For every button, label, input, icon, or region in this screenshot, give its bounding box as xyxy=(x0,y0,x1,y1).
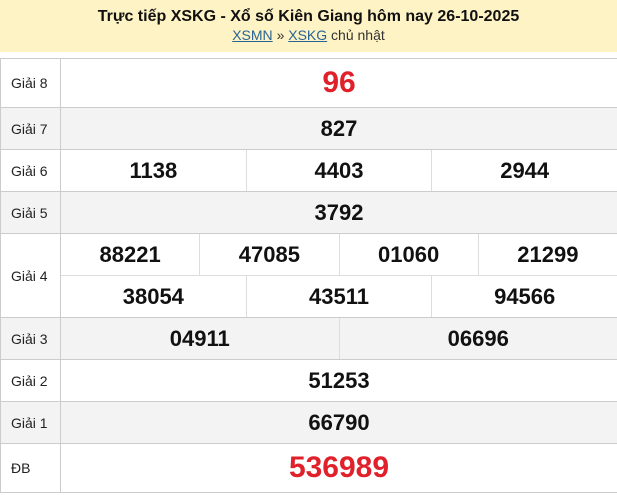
prize-number: 06696 xyxy=(338,318,617,359)
prize-line: 1138 4403 2944 xyxy=(61,150,617,191)
prize-label: Giải 7 xyxy=(0,108,61,149)
prize-row: Giải 3 04911 06696 xyxy=(0,318,617,360)
prize-line: 38054 43511 94566 xyxy=(61,275,617,317)
prize-number: 21299 xyxy=(477,234,617,275)
breadcrumb-link-xsmn[interactable]: XSMN xyxy=(232,27,273,43)
prize-values: 536989 xyxy=(61,444,617,492)
page-title: Trực tiếp XSKG - Xổ số Kiên Giang hôm na… xyxy=(97,8,520,25)
prize-number: 536989 xyxy=(288,451,390,484)
prize-row: Giải 4 88221 47085 01060 21299 38054 43511 9456… xyxy=(0,234,617,318)
prize-number: 94566 xyxy=(431,276,617,317)
prize-label: Giải 8 xyxy=(0,59,61,107)
prize-line: 04911 06696 xyxy=(61,318,617,359)
breadcrumb-separator: » xyxy=(276,27,285,43)
prize-number: 88221 xyxy=(99,241,161,267)
prize-values: 04911 06696 xyxy=(61,318,617,359)
prize-row: Giải 6 1138 4403 2944 xyxy=(0,150,617,192)
breadcrumb-link-xskg[interactable]: XSKG xyxy=(288,27,328,43)
prize-values: 51253 xyxy=(61,360,617,401)
prize-values: 1138 4403 2944 xyxy=(61,150,617,191)
prize-values: 96 xyxy=(61,59,617,107)
prize-number: 2944 xyxy=(431,150,617,191)
prize-label: Giải 1 xyxy=(0,402,61,443)
prize-values: 66790 xyxy=(61,402,617,443)
prize-values: 88221 47085 01060 21299 38054 43511 94566 xyxy=(61,234,617,317)
prize-values: 3792 xyxy=(61,192,617,233)
prize-number: 38054 xyxy=(122,283,184,309)
prize-line: 3792 xyxy=(61,192,617,233)
prize-label: Giải 6 xyxy=(0,150,61,191)
prize-row: Giải 2 51253 xyxy=(0,360,617,402)
prize-row: Giải 1 66790 xyxy=(0,402,617,444)
prize-number: 04911 xyxy=(169,325,230,351)
prize-number: 96 xyxy=(322,66,356,99)
breadcrumb-day: chủ nhật xyxy=(331,27,385,43)
prize-number: 1138 xyxy=(129,157,178,183)
prize-number: 3792 xyxy=(314,199,364,225)
prize-line: 88221 47085 01060 21299 xyxy=(61,234,617,275)
breadcrumb: XSMN » XSKG chủ nhật xyxy=(0,26,617,44)
prize-line: 66790 xyxy=(61,402,617,443)
prize-number: 66790 xyxy=(308,409,370,435)
prize-row: Giải 8 96 xyxy=(0,59,617,108)
results-table: Giải 8 96 Giải 7 827 Giải 6 1138 4403 2944 Giải … xyxy=(0,58,617,493)
page-header: Trực tiếp XSKG - Xổ số Kiên Giang hôm na… xyxy=(0,0,617,52)
prize-row: Giải 7 827 xyxy=(0,108,617,150)
prize-values: 827 xyxy=(61,108,617,149)
prize-number: 43511 xyxy=(245,276,432,317)
prize-label: Giải 4 xyxy=(0,234,61,317)
prize-label: ĐB xyxy=(0,444,61,492)
prize-number: 47085 xyxy=(199,234,338,275)
prize-line: 96 xyxy=(61,59,617,107)
prize-row: Giải 5 3792 xyxy=(0,192,617,234)
prize-line: 536989 xyxy=(61,444,617,492)
prize-number: 827 xyxy=(320,115,358,141)
prize-number: 51253 xyxy=(308,367,370,393)
prize-label: Giải 2 xyxy=(0,360,61,401)
prize-row: ĐB 536989 xyxy=(0,444,617,493)
prize-label: Giải 5 xyxy=(0,192,61,233)
prize-number: 4403 xyxy=(245,150,432,191)
prize-line: 51253 xyxy=(61,360,617,401)
prize-line: 827 xyxy=(61,108,617,149)
prize-label: Giải 3 xyxy=(0,318,61,359)
prize-number: 01060 xyxy=(338,234,478,275)
